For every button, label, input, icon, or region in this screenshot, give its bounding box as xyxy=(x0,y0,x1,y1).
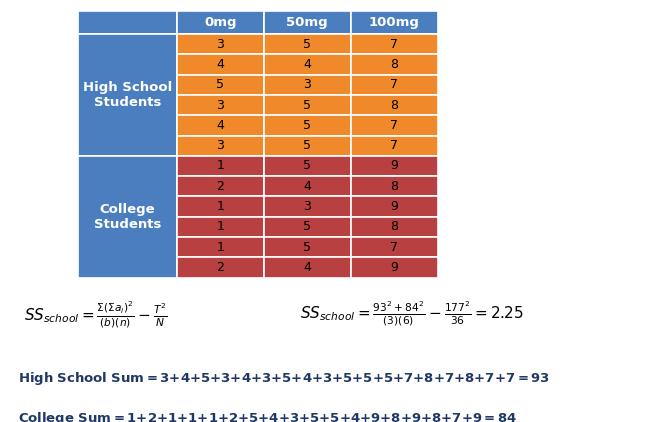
FancyBboxPatch shape xyxy=(351,34,437,54)
Text: 8: 8 xyxy=(390,220,398,233)
Text: 8: 8 xyxy=(390,180,398,193)
Text: 0mg: 0mg xyxy=(204,16,236,29)
Text: 4: 4 xyxy=(216,119,224,132)
Text: 7: 7 xyxy=(390,78,398,91)
Text: 5: 5 xyxy=(303,38,311,51)
Text: 7: 7 xyxy=(390,119,398,132)
Text: 5: 5 xyxy=(303,98,311,111)
Text: 3: 3 xyxy=(216,98,224,111)
FancyBboxPatch shape xyxy=(351,95,437,115)
Text: $\mathbf{High\ School\ Sum = 3{+}4{+}5{+}3{+}4{+}3{+}5{+}4{+}3{+}5{+}5{+}5{+}7{+: $\mathbf{High\ School\ Sum = 3{+}4{+}5{+… xyxy=(18,371,550,387)
Text: 2: 2 xyxy=(216,180,224,193)
Text: 7: 7 xyxy=(390,139,398,152)
FancyBboxPatch shape xyxy=(264,34,351,54)
FancyBboxPatch shape xyxy=(351,176,437,197)
Text: $\mathbf{College\ Sum = 1{+}2{+}1{+}1{+}1{+}2{+}5{+}4{+}3{+}5{+}5{+}4{+}9{+}8{+}: $\mathbf{College\ Sum = 1{+}2{+}1{+}1{+}… xyxy=(18,410,517,422)
FancyBboxPatch shape xyxy=(264,135,351,156)
FancyBboxPatch shape xyxy=(351,257,437,278)
FancyBboxPatch shape xyxy=(351,237,437,257)
FancyBboxPatch shape xyxy=(264,75,351,95)
Text: 7: 7 xyxy=(390,38,398,51)
FancyBboxPatch shape xyxy=(264,115,351,135)
Text: $SS_{school} = \frac{\Sigma(\Sigma a_i)^2}{(b)(n)} - \frac{T^2}{N}$: $SS_{school} = \frac{\Sigma(\Sigma a_i)^… xyxy=(24,299,168,330)
Text: 1: 1 xyxy=(216,160,224,173)
FancyBboxPatch shape xyxy=(264,217,351,237)
FancyBboxPatch shape xyxy=(264,95,351,115)
FancyBboxPatch shape xyxy=(351,197,437,217)
Text: 9: 9 xyxy=(390,261,398,274)
FancyBboxPatch shape xyxy=(177,54,264,75)
FancyBboxPatch shape xyxy=(264,54,351,75)
FancyBboxPatch shape xyxy=(351,115,437,135)
Text: 4: 4 xyxy=(304,58,311,71)
Text: 8: 8 xyxy=(390,98,398,111)
Text: 5: 5 xyxy=(303,241,311,254)
FancyBboxPatch shape xyxy=(351,217,437,237)
Text: 5: 5 xyxy=(216,78,224,91)
FancyBboxPatch shape xyxy=(177,34,264,54)
FancyBboxPatch shape xyxy=(177,176,264,197)
FancyBboxPatch shape xyxy=(351,156,437,176)
FancyBboxPatch shape xyxy=(264,156,351,176)
FancyBboxPatch shape xyxy=(177,156,264,176)
Text: 4: 4 xyxy=(304,261,311,274)
FancyBboxPatch shape xyxy=(351,54,437,75)
FancyBboxPatch shape xyxy=(177,135,264,156)
Text: 3: 3 xyxy=(216,38,224,51)
Text: $SS_{school} = \frac{93^2 + 84^2}{(3)(6)} - \frac{177^2}{36} = 2.25$: $SS_{school} = \frac{93^2 + 84^2}{(3)(6)… xyxy=(300,299,524,327)
Text: 3: 3 xyxy=(304,78,311,91)
FancyBboxPatch shape xyxy=(177,257,264,278)
FancyBboxPatch shape xyxy=(264,11,351,34)
FancyBboxPatch shape xyxy=(78,34,177,156)
FancyBboxPatch shape xyxy=(264,176,351,197)
Text: 1: 1 xyxy=(216,200,224,213)
Text: 7: 7 xyxy=(390,241,398,254)
Text: 2: 2 xyxy=(216,261,224,274)
FancyBboxPatch shape xyxy=(351,75,437,95)
Text: 50mg: 50mg xyxy=(286,16,328,29)
FancyBboxPatch shape xyxy=(177,197,264,217)
FancyBboxPatch shape xyxy=(177,237,264,257)
Text: College
Students: College Students xyxy=(94,203,161,231)
FancyBboxPatch shape xyxy=(264,197,351,217)
FancyBboxPatch shape xyxy=(177,11,264,34)
FancyBboxPatch shape xyxy=(78,156,177,278)
FancyBboxPatch shape xyxy=(177,75,264,95)
Text: 9: 9 xyxy=(390,200,398,213)
Text: 5: 5 xyxy=(303,139,311,152)
Text: 5: 5 xyxy=(303,220,311,233)
Text: 1: 1 xyxy=(216,220,224,233)
Text: High School
Students: High School Students xyxy=(83,81,172,109)
Text: 100mg: 100mg xyxy=(369,16,420,29)
Text: 3: 3 xyxy=(216,139,224,152)
Text: 3: 3 xyxy=(304,200,311,213)
FancyBboxPatch shape xyxy=(351,135,437,156)
FancyBboxPatch shape xyxy=(264,237,351,257)
FancyBboxPatch shape xyxy=(177,217,264,237)
FancyBboxPatch shape xyxy=(78,11,177,34)
FancyBboxPatch shape xyxy=(264,257,351,278)
Text: 4: 4 xyxy=(216,58,224,71)
Text: 4: 4 xyxy=(304,180,311,193)
FancyBboxPatch shape xyxy=(177,95,264,115)
Text: 5: 5 xyxy=(303,119,311,132)
Text: 9: 9 xyxy=(390,160,398,173)
Text: 8: 8 xyxy=(390,58,398,71)
FancyBboxPatch shape xyxy=(351,11,437,34)
Text: 5: 5 xyxy=(303,160,311,173)
Text: 1: 1 xyxy=(216,241,224,254)
FancyBboxPatch shape xyxy=(177,115,264,135)
